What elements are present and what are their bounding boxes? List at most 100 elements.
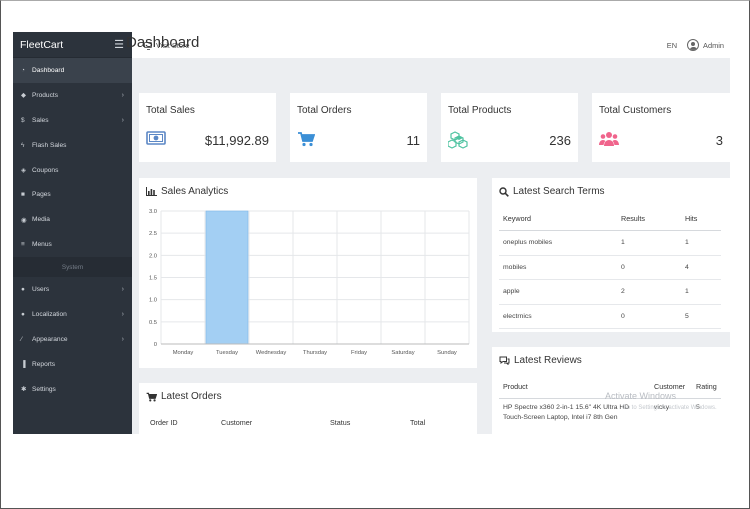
total-orders-value: 11 [406,133,421,148]
sidebar-item-label: Localization [32,310,67,318]
column-keyword: Keyword [499,206,617,231]
sidebar-item-localization[interactable]: ● Localization › [13,302,132,327]
column-results: Results [617,206,681,231]
search-term-results: 0 [617,255,681,280]
x-tick-label: Friday [351,350,367,356]
sidebar-item-label: Settings [32,385,56,393]
sidebar-item-sales[interactable]: $ Sales › [13,108,132,133]
y-tick-label: 0.5 [149,320,157,326]
money-icon [146,131,166,150]
sidebar-item-flash-sales[interactable]: ϟ Flash Sales [13,133,132,158]
review-product: HP Spectre x360 2-in-1 15.6" 4K Ultra HD… [503,403,630,421]
stat-card-total-sales: Total Sales $11,992.89 [139,93,276,162]
sidebar-item-products[interactable]: ◆ Products › [13,83,132,108]
bars-icon: ≡ [21,241,25,249]
y-tick-label: 2.0 [149,253,157,259]
table-row[interactable]: electrnics 0 5 [499,304,721,329]
latest-orders-panel: Latest Orders Order ID Customer Status T… [139,383,477,434]
sidebar-item-pages[interactable]: ■ Pages [13,182,132,207]
latest-search-terms-panel: Latest Search Terms Keyword Results Hits… [492,178,730,332]
sidebar-item-appearance[interactable]: ∕ Appearance › [13,327,132,352]
reviews-table: Product Customer Rating HP Spectre x360 … [499,376,721,423]
search-term-keyword: oneplus mobiles [499,230,617,256]
sidebar-item-reports[interactable]: ▐ Reports [13,352,132,377]
sidebar-item-menus[interactable]: ≡ Menus [13,232,132,257]
sidebar-item-coupons[interactable]: ◈ Coupons [13,158,132,183]
cube-icon: ◆ [21,92,26,100]
column-total: Total [406,412,468,434]
table-row[interactable]: HP Spectre x360 2-in-1 15.6" 4K Ultra HD… [499,398,721,423]
column-customer: Customer [650,376,692,399]
search-term-hits: 1 [681,230,721,256]
stat-card-total-products: Total Products 236 [441,93,578,162]
review-customer: vicky [654,403,670,411]
column-product: Product [499,376,650,399]
visit-store-link[interactable]: Visit Store [144,41,190,50]
sidebar-item-label: Dashboard [32,66,65,74]
search-terms-table: Keyword Results Hits oneplus mobiles 1 1 mo… [499,206,721,329]
top-bar: Visit Store EN Admin [132,32,730,58]
user-menu[interactable]: Admin [687,39,724,51]
chevron-right-icon: › [121,116,124,124]
y-tick-label: 2.5 [149,231,157,237]
stat-card-total-orders: Total Orders 11 [290,93,427,162]
x-tick-label: Saturday [391,350,414,356]
x-tick-label: Thursday [303,350,327,356]
shopping-cart-icon [297,131,316,152]
table-row[interactable]: mobiles 0 4 [499,255,721,280]
chevron-right-icon: › [121,91,124,99]
chevron-right-icon: › [121,310,124,318]
total-customers-label: Total Customers [599,105,672,116]
sidebar-item-settings[interactable]: ✱ Settings [13,377,132,402]
latest-orders-header: Latest Orders [146,391,222,402]
search-term-results: 0 [617,304,681,329]
hamburger-menu-icon[interactable]: ☰ [114,39,124,51]
bar-chart-icon: ▐ [21,360,26,368]
stat-card-total-customers: Total Customers 3 [592,93,730,162]
latest-orders-title: Latest Orders [161,391,222,402]
sales-analytics-panel: Sales Analytics 0 0.5 1.0 1.5 2.0 2.5 3.0 Monda… [139,178,477,368]
sidebar-item-media[interactable]: ◉ Media [13,207,132,232]
total-orders-label: Total Orders [297,105,352,116]
sales-analytics-title: Sales Analytics [161,186,229,197]
sidebar-item-label: Menus [32,241,52,249]
x-tick-label: Tuesday [216,350,238,356]
bar-chart-icon [146,187,157,196]
cogs-icon: ✱ [21,386,27,394]
total-products-label: Total Products [448,105,512,116]
search-term-hits: 5 [681,304,721,329]
sidebar-item-label: Coupons [32,166,59,174]
sidebar-item-label: Flash Sales [32,141,67,149]
visit-store-label: Visit Store [156,40,190,50]
tag-icon: ◈ [21,167,26,174]
users-icon: ● [21,286,25,294]
chevron-right-icon: › [121,286,124,294]
sidebar: FleetCart ☰ ◔ Dashboard ◆ Products › $ Sales › ϟ… [13,32,132,434]
x-tick-label: Sunday [437,350,457,356]
language-selector[interactable]: EN [666,40,678,50]
table-row[interactable]: oneplus mobiles 1 1 [499,230,721,256]
sidebar-brand: FleetCart ☰ [13,32,132,58]
table-row[interactable]: apple 2 1 [499,279,721,305]
sidebar-section-system: System [13,257,132,278]
latest-reviews-title: Latest Reviews [514,355,582,366]
table-header-row: Order ID Customer Status Total [146,412,468,434]
bar-tuesday[interactable] [205,210,249,345]
sidebar-item-label: Pages [32,191,51,199]
latest-search-terms-header: Latest Search Terms [499,186,605,197]
column-status: Status [326,412,406,434]
sidebar-item-users[interactable]: ● Users › [13,277,132,302]
y-tick-label: 3.0 [149,209,157,215]
sidebar-item-label: Users [32,286,50,294]
total-products-value: 236 [549,133,571,148]
bolt-icon: ϟ [21,141,25,149]
latest-reviews-header: Latest Reviews [499,355,582,366]
search-term-results: 1 [617,230,681,256]
x-tick-label: Monday [173,350,194,356]
search-term-results: 2 [617,279,681,305]
sales-chart[interactable]: 0 0.5 1.0 1.5 2.0 2.5 3.0 Monday Tuesday Wednesda… [139,178,477,368]
shopping-cart-icon [146,392,157,401]
sales-analytics-header: Sales Analytics [146,186,228,197]
latest-reviews-panel: Latest Reviews Product Customer Rating H… [492,347,730,434]
sidebar-item-dashboard[interactable]: ◔ Dashboard [13,58,132,83]
